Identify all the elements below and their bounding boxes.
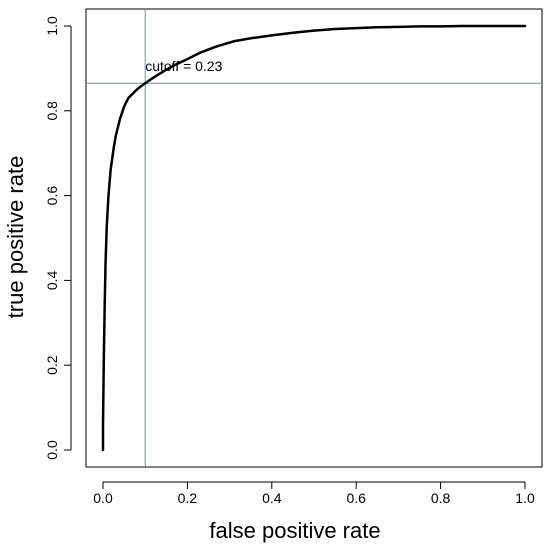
y-tick-label: 1.0 xyxy=(44,16,60,36)
x-tick-label: 0.0 xyxy=(93,490,113,506)
y-tick-label: 0.2 xyxy=(44,355,60,375)
y-axis: 0.0 0.2 0.4 0.6 0.8 1.0 xyxy=(44,16,72,460)
y-axis-label: true positive rate xyxy=(3,156,28,319)
x-axis: 0.0 0.2 0.4 0.6 0.8 1.0 xyxy=(93,481,535,506)
x-tick-label: 1.0 xyxy=(515,490,535,506)
plot-area: cutoff = 0.23 xyxy=(86,9,542,467)
y-tick-label: 0.6 xyxy=(44,186,60,206)
y-tick-label: 0.8 xyxy=(44,101,60,121)
x-tick-label: 0.6 xyxy=(346,490,366,506)
x-tick-label: 0.2 xyxy=(178,490,198,506)
x-tick-label: 0.8 xyxy=(431,490,451,506)
y-tick-label: 0.0 xyxy=(44,440,60,460)
x-axis-label: false positive rate xyxy=(209,518,380,543)
y-tick-label: 0.4 xyxy=(44,270,60,290)
cutoff-annotation: cutoff = 0.23 xyxy=(145,58,222,74)
plot-frame xyxy=(85,8,543,468)
roc-curve-line xyxy=(101,24,527,452)
x-tick-label: 0.4 xyxy=(262,490,282,506)
